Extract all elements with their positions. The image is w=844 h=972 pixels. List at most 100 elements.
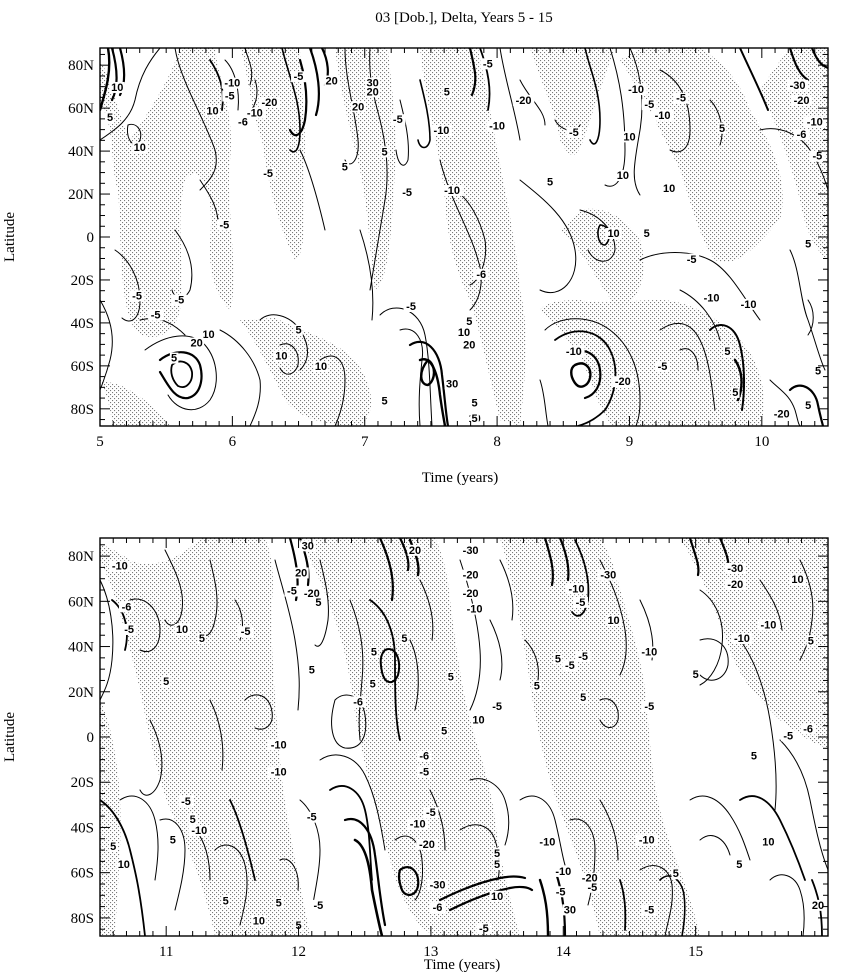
contour-label-bg [121,623,137,635]
y-tick-label: 40S [71,820,94,836]
contour-label: 5 [472,398,478,410]
contour-label-bg [642,228,651,239]
contour-label: 5 [163,676,169,688]
contour-label: -10 [704,292,720,304]
contour-label: 30 [446,378,458,390]
contour-label: -10 [734,633,750,645]
contour-label-bg [201,328,217,340]
contour-label: -5 [402,187,412,199]
contour-label-bg [486,120,508,132]
contour-label-bg [723,346,732,358]
contour-thick [438,875,527,902]
contour-label: -20 [615,376,631,388]
contour-label-bg [174,623,190,635]
contour-label-bg [238,626,254,638]
contour-label-bg [492,859,502,871]
figure-title: 03 [Dob.], Delta, Years 5 - 15 [375,10,552,26]
neg-region [620,48,783,262]
contour-thin [489,619,503,681]
y-axis-label: Latitude [2,712,18,762]
contour-thick [408,340,450,426]
contour-thin [519,795,566,866]
contour-label: 10 [118,859,130,871]
contour-label: -30 [790,80,806,92]
contour-label: 20 [295,567,307,579]
contour-label-bg [178,795,194,807]
contour-label-bg [300,540,316,552]
contour-label-bg [638,646,661,658]
contour-thick [584,48,601,145]
contour-label-bg [426,879,449,891]
contour-label: -5 [644,904,654,916]
contour-label: -5 [132,290,142,302]
contour-label-bg [790,574,806,586]
contour-label: -10 [628,84,644,96]
contour-label-bg [489,700,505,712]
x-tick-label: 11 [159,944,173,960]
contour-label: -30 [463,545,479,557]
contour-label-bg [439,725,449,737]
contour-thin [544,318,641,426]
contour-label-bg [258,96,281,108]
contour-label: -5 [644,99,654,111]
contour-label: -5 [483,58,493,70]
contour-label-bg [314,596,323,608]
contour-label-bg [291,71,307,83]
contour-label: -20 [727,579,743,591]
y-tick-label: 60S [71,359,94,375]
contour-label: -10 [191,825,207,837]
panel-top-contours [100,48,828,426]
y-tick-label: 80N [68,549,94,565]
contour-label-bg [757,619,780,631]
contour-thin [469,778,510,846]
contour-label-bg [565,583,588,595]
contour-label: 20 [409,545,421,557]
contour-label: 5 [401,633,407,645]
neg-region [100,538,310,936]
contour-label: 10 [111,82,123,94]
contour-thin [659,69,691,153]
contour-label-bg [465,316,474,328]
contour-label-bg [350,696,366,708]
contour-label-bg [221,895,230,907]
contour-label: 5 [693,669,699,681]
contour-label-bg [132,142,148,154]
contour-label: 5 [190,814,196,826]
contour-label: -20 [463,570,479,582]
y-tick-label: 0 [87,230,95,246]
x-tick-label: 8 [493,434,501,450]
contour-label: -5 [588,882,598,894]
contour-label-bg [572,596,588,608]
contour-thick [417,79,431,149]
contour-label: 5 [534,681,540,693]
contour-label-bg [313,361,329,373]
contour-label: 5 [223,895,229,907]
contour-label-bg [471,714,487,726]
contour-label: -5 [644,701,654,713]
contour-label-bg [244,107,266,119]
contour-label-bg [423,807,439,819]
contour-thin [699,835,731,856]
contour-thin [739,639,777,811]
contour-thin [769,874,805,936]
x-tick-label: 5 [96,434,104,450]
contour-thick [100,799,146,936]
neg-region [300,538,520,936]
panel-bottom-shading [100,538,828,936]
contour-label-bg [368,678,377,690]
contour-thin [759,128,828,191]
contour-label: 10 [206,106,218,118]
contour-label-bg [794,129,810,141]
contour-label-bg [566,127,582,139]
x-tick-label: 13 [423,944,438,960]
contour-label-bg [403,301,419,313]
contour-label: -6 [797,129,807,141]
contour-label: -10 [224,78,240,90]
contour-label: 10 [315,361,327,373]
contour-thin [164,549,184,626]
contour-label-bg [284,585,300,597]
contour-label: 5 [276,898,282,910]
x-tick-label: 7 [361,434,369,450]
contour-label-bg [293,567,309,579]
contour-label: 5 [441,726,447,738]
